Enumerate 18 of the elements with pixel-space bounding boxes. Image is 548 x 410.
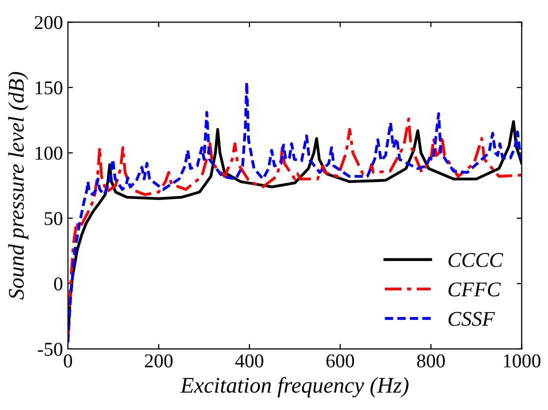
legend-label: CCCC <box>448 253 504 268</box>
x-tick-label: 800 <box>417 354 445 368</box>
x-axis-title: Excitation frequency (Hz) <box>180 376 408 398</box>
y-axis-title: Sound pressure level (dB) <box>8 72 28 300</box>
x-tick-label: 1000 <box>504 354 540 368</box>
legend-label: CFFC <box>448 282 501 296</box>
y-tick-label: 150 <box>36 81 62 94</box>
y-tick-label: 100 <box>36 146 62 160</box>
y-tick-label: 200 <box>34 16 62 30</box>
x-tick-label: 400 <box>235 354 264 368</box>
x-tick-label: 600 <box>326 354 354 368</box>
y-tick-label: -50 <box>38 342 62 356</box>
line-series <box>68 80 522 344</box>
y-tick-label: 0 <box>54 277 62 290</box>
x-tick-label: 200 <box>144 354 173 368</box>
x-tick-label: 0 <box>64 354 72 368</box>
y-tick-label: 50 <box>44 212 62 226</box>
legend-label: CSSF <box>448 312 495 326</box>
